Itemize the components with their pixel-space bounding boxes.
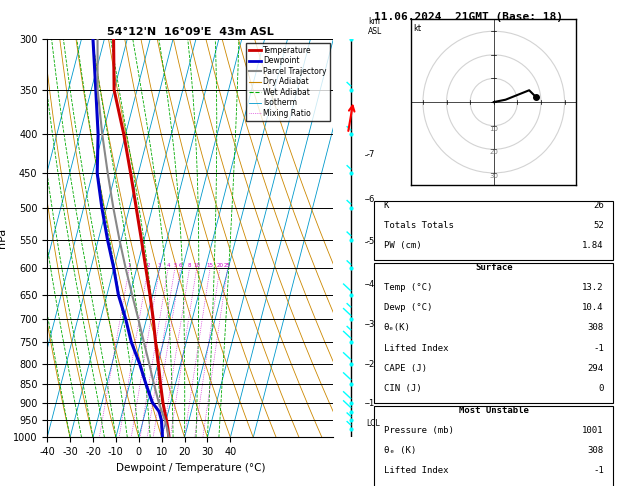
Text: 11.06.2024  21GMT (Base: 18): 11.06.2024 21GMT (Base: 18)	[374, 12, 563, 22]
Text: Lifted Index: Lifted Index	[384, 466, 448, 475]
Text: CAPE (J): CAPE (J)	[384, 364, 427, 373]
Text: -1: -1	[366, 399, 374, 408]
Text: 1.84: 1.84	[582, 241, 604, 250]
Text: Lifted Index: Lifted Index	[384, 344, 448, 352]
Title: 54°12'N  16°09'E  43m ASL: 54°12'N 16°09'E 43m ASL	[107, 27, 274, 37]
X-axis label: Dewpoint / Temperature (°C): Dewpoint / Temperature (°C)	[116, 463, 265, 473]
Text: 10.4: 10.4	[582, 303, 604, 312]
Text: 3: 3	[158, 263, 162, 268]
Text: Pressure (mb): Pressure (mb)	[384, 426, 454, 435]
Text: 1001: 1001	[582, 426, 604, 435]
Text: LCL: LCL	[366, 419, 380, 428]
Bar	[374, 201, 613, 260]
Text: 26: 26	[593, 201, 604, 209]
Text: 5: 5	[173, 263, 177, 268]
Text: -3: -3	[366, 319, 375, 329]
Text: Most Unstable: Most Unstable	[459, 406, 529, 415]
Text: 10: 10	[489, 126, 498, 132]
Text: 6: 6	[179, 263, 182, 268]
Text: -2: -2	[366, 360, 374, 369]
Text: θₑ(K): θₑ(K)	[384, 323, 411, 332]
Text: 15: 15	[206, 263, 214, 268]
Text: -6: -6	[366, 195, 375, 204]
Text: 1: 1	[128, 263, 131, 268]
Text: CIN (J): CIN (J)	[384, 384, 421, 393]
Text: 2: 2	[147, 263, 150, 268]
Text: 10: 10	[193, 263, 200, 268]
Text: 20: 20	[216, 263, 223, 268]
Text: 4: 4	[166, 263, 170, 268]
Text: PW (cm): PW (cm)	[384, 241, 421, 250]
Text: 294: 294	[587, 364, 604, 373]
Text: K: K	[384, 201, 389, 209]
Text: 25: 25	[224, 263, 231, 268]
Text: 30: 30	[489, 173, 498, 179]
Text: 0: 0	[598, 384, 604, 393]
Text: -4: -4	[366, 280, 374, 289]
Text: θₑ (K): θₑ (K)	[384, 446, 416, 455]
Text: kt: kt	[413, 24, 421, 33]
Text: 52: 52	[593, 221, 604, 230]
Bar	[374, 406, 613, 486]
Text: km
ASL: km ASL	[368, 17, 382, 36]
Text: -5: -5	[366, 238, 374, 246]
Text: 20: 20	[489, 149, 498, 155]
Text: -1: -1	[593, 344, 604, 352]
Text: -1: -1	[593, 466, 604, 475]
Legend: Temperature, Dewpoint, Parcel Trajectory, Dry Adiabat, Wet Adiabat, Isotherm, Mi: Temperature, Dewpoint, Parcel Trajectory…	[246, 43, 330, 121]
Bar	[374, 263, 613, 403]
Y-axis label: hPa: hPa	[0, 228, 8, 248]
Text: Surface: Surface	[475, 263, 513, 272]
Text: 13.2: 13.2	[582, 283, 604, 292]
Text: -7: -7	[366, 151, 375, 159]
Text: Temp (°C): Temp (°C)	[384, 283, 432, 292]
Text: 308: 308	[587, 323, 604, 332]
Text: 8: 8	[187, 263, 191, 268]
Text: Dewp (°C): Dewp (°C)	[384, 303, 432, 312]
Text: Totals Totals: Totals Totals	[384, 221, 454, 230]
Text: 308: 308	[587, 446, 604, 455]
